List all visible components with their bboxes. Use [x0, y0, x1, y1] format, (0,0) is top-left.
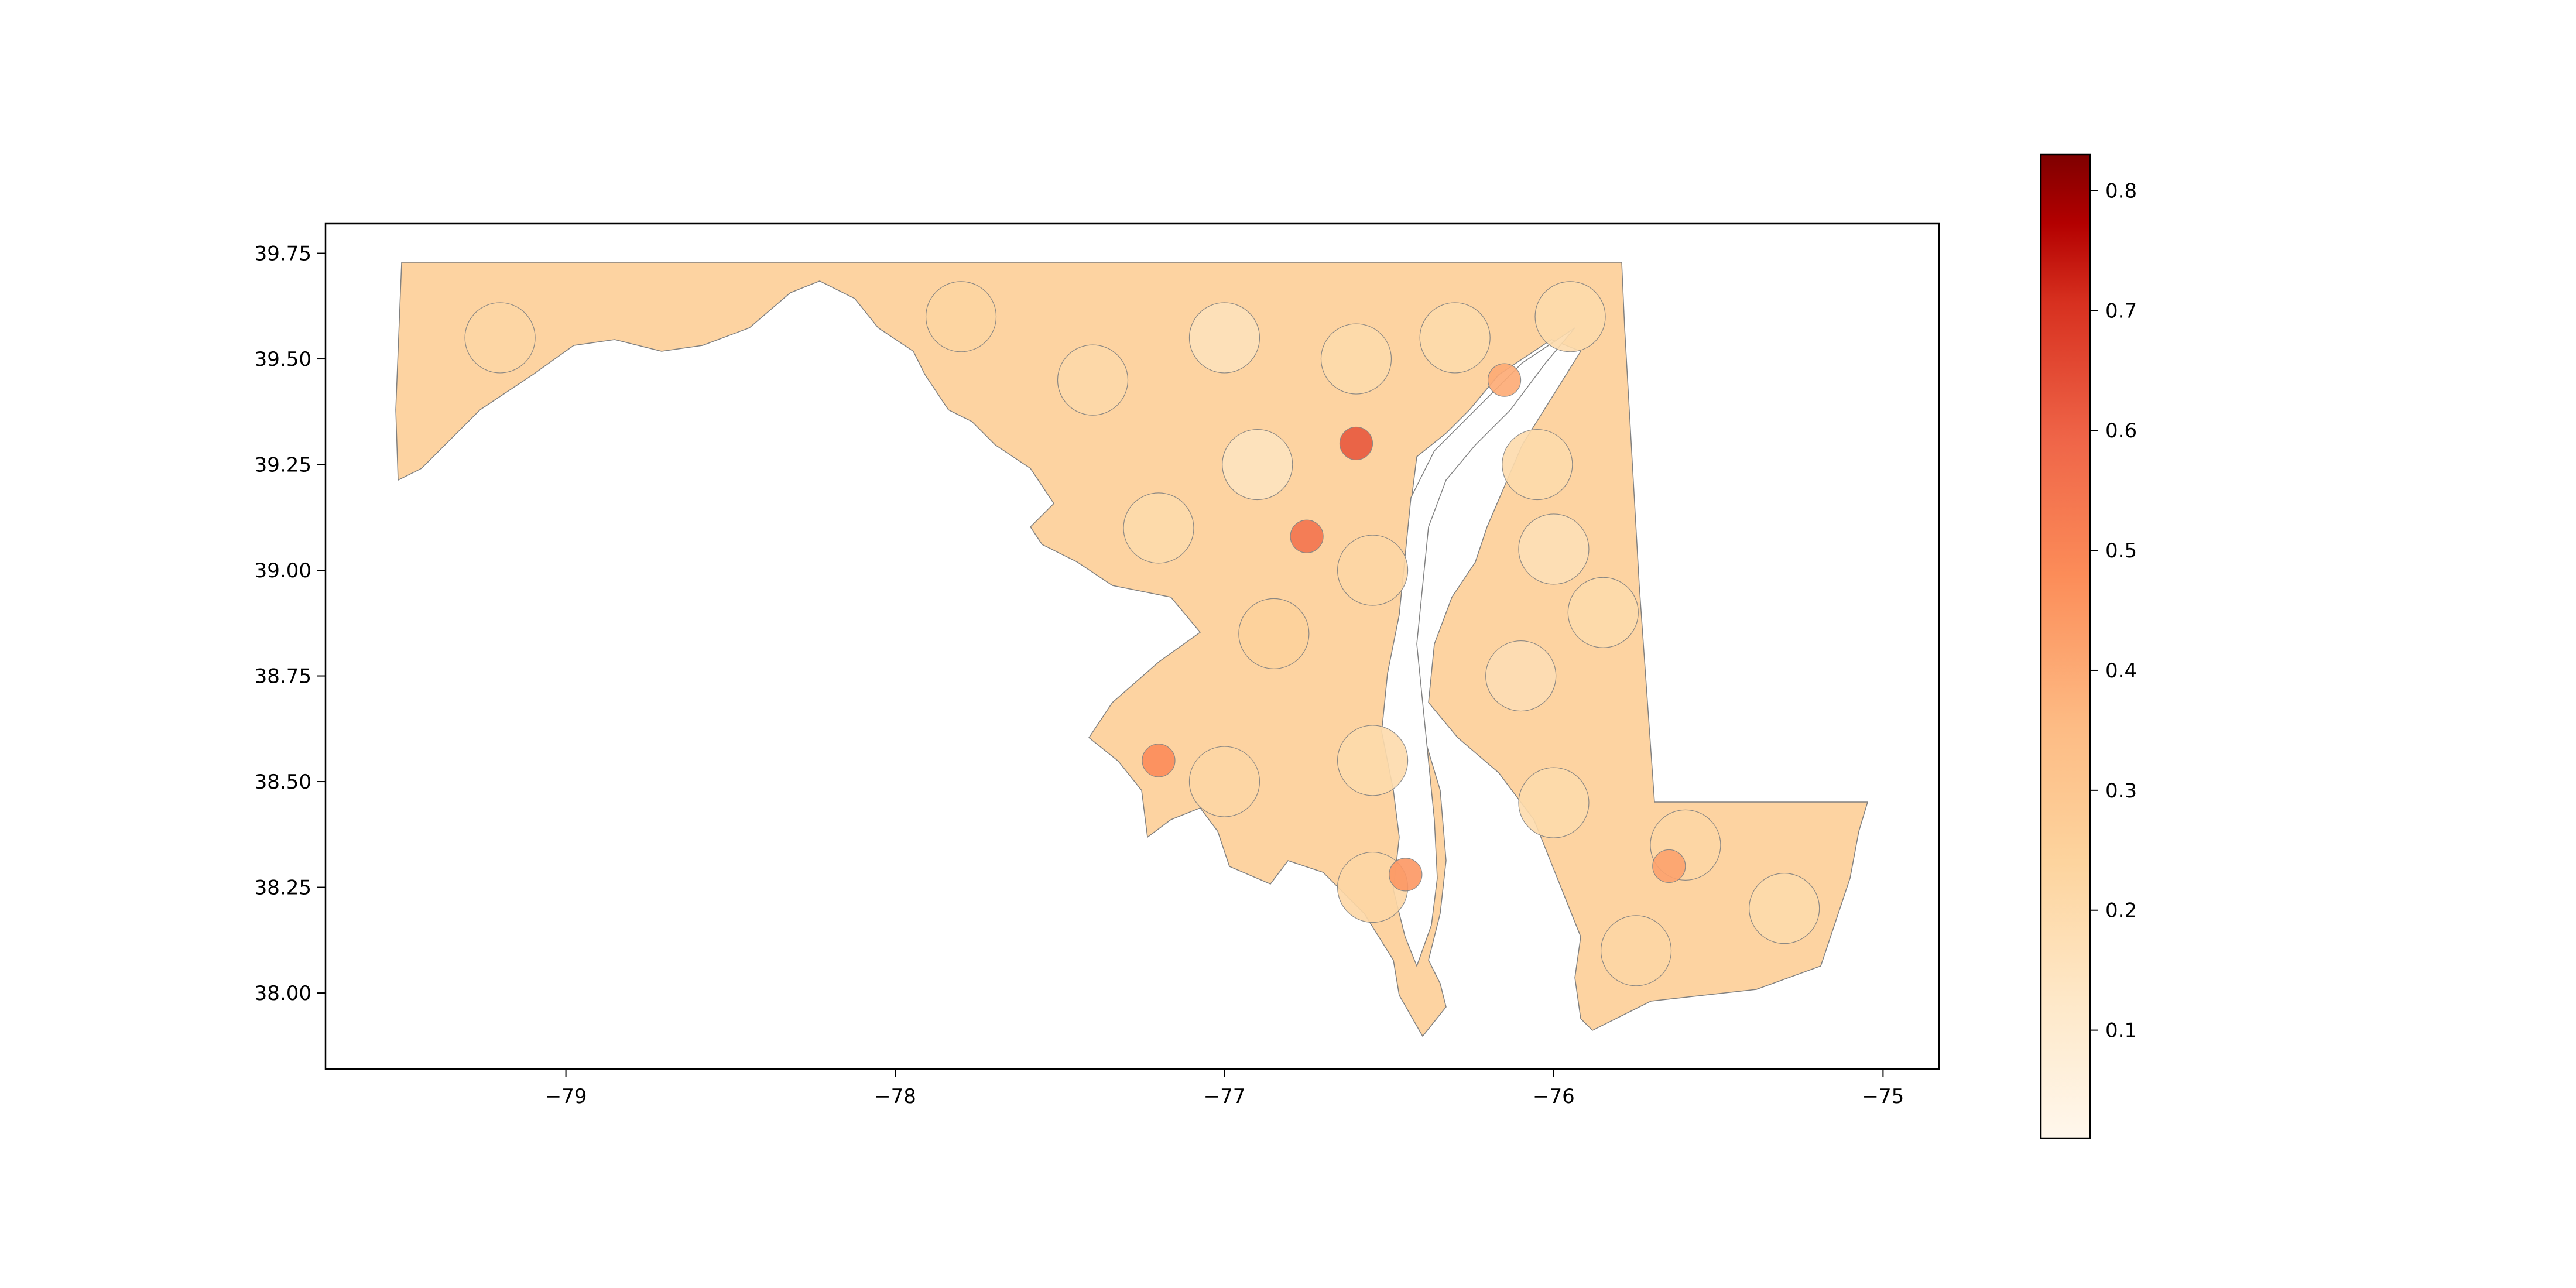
y-axis-ticks: 38.00 38.25 38.50 38.75 39.00 39.25 39.50 39.75	[255, 242, 326, 1005]
x-axis-ticks: −79 −78 −77 −76 −75	[545, 1069, 1904, 1108]
colorbar-tick-label: 0.2	[2105, 899, 2137, 923]
region-carroll	[1188, 302, 1260, 374]
map-layer	[395, 262, 1869, 1037]
colorbar-tick-label: 0.1	[2105, 1019, 2137, 1043]
region-baltimore-county	[1320, 323, 1392, 395]
colorbar-tick-label: 0.7	[2105, 299, 2137, 323]
y-tick-label: 38.75	[255, 665, 311, 688]
region-indian-head	[1142, 744, 1176, 777]
y-tick-label: 39.50	[255, 348, 311, 371]
region-dorchester	[1518, 767, 1590, 838]
region-somerset	[1600, 915, 1672, 986]
region-caroline	[1567, 577, 1639, 648]
colorbar-tick-label: 0.4	[2105, 659, 2137, 683]
x-tick-label: −75	[1862, 1085, 1904, 1108]
region-cecil	[1534, 281, 1606, 352]
axes-frame	[324, 222, 1940, 1070]
region-markers	[464, 281, 1820, 986]
x-tick-label: −77	[1204, 1085, 1246, 1108]
region-washington	[925, 281, 997, 352]
region-calvert	[1337, 725, 1409, 796]
y-tick-label: 38.00	[255, 982, 311, 1005]
y-tick-label: 39.25	[255, 454, 311, 477]
region-howard	[1222, 429, 1293, 501]
region-salisbury-area	[1652, 849, 1686, 883]
region-patuxent-river	[1389, 858, 1423, 892]
region-prince-george-s	[1238, 598, 1310, 669]
colorbar-tick-label: 0.5	[2105, 539, 2137, 563]
region-garrett-allegany	[464, 302, 536, 374]
y-tick-label: 38.25	[255, 876, 311, 900]
region-charles	[1188, 746, 1260, 817]
x-tick-label: −76	[1533, 1085, 1575, 1108]
region-harford	[1419, 302, 1491, 374]
region-montgomery	[1123, 492, 1194, 564]
colorbar-tick-label: 0.3	[2105, 779, 2137, 803]
y-tick-label: 38.50	[255, 770, 311, 794]
maryland-shape	[395, 262, 1869, 1037]
region-baltimore-city	[1339, 426, 1373, 461]
region-kent	[1502, 429, 1573, 501]
region-frederick	[1057, 344, 1129, 416]
region-worcester	[1749, 873, 1820, 944]
region-aberdeen-area	[1487, 363, 1522, 397]
colorbar-tick-label: 0.8	[2105, 179, 2137, 203]
region-talbot	[1485, 640, 1557, 712]
colorbar-tick-label: 0.6	[2105, 419, 2137, 443]
x-tick-label: −78	[874, 1085, 916, 1108]
x-tick-label: −79	[545, 1085, 587, 1108]
colorbar-ticks: 0.1 0.2 0.3 0.4 0.5 0.6 0.7 0.8	[2090, 179, 2137, 1043]
region-anne-arundel	[1337, 535, 1409, 606]
colorbar	[2040, 153, 2091, 1139]
region-queen-anne-s	[1518, 513, 1590, 585]
y-tick-label: 39.00	[255, 559, 311, 583]
y-tick-label: 39.75	[255, 242, 311, 266]
region-fort-meade	[1290, 519, 1324, 553]
chesapeake-bay	[1381, 327, 1575, 968]
